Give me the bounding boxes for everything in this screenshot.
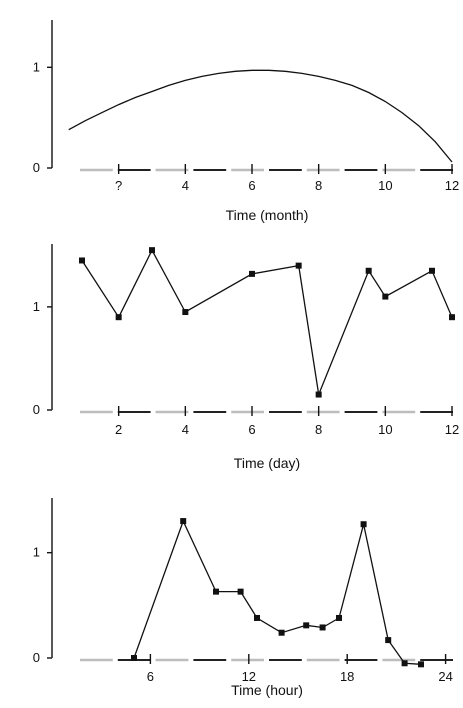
data-point — [303, 622, 310, 629]
data-point — [429, 267, 435, 274]
y-tick-label: 1 — [33, 59, 40, 74]
x-tick-label: 18 — [340, 669, 354, 684]
data-point — [295, 262, 302, 269]
x-tick-label: 6 — [147, 669, 154, 684]
data-point — [131, 655, 137, 661]
data-point — [278, 629, 285, 636]
data-point — [237, 588, 244, 595]
data-point — [360, 521, 367, 528]
data-point — [319, 624, 326, 631]
data-point — [401, 660, 408, 667]
data-point — [254, 614, 260, 621]
y-tick-label: 1 — [33, 299, 40, 314]
x-tick-label: 4 — [182, 422, 189, 437]
x-tick-label: 4 — [182, 178, 189, 193]
x-tick-label: 12 — [242, 669, 256, 684]
data-point — [418, 661, 424, 668]
x-tick-label: 24 — [438, 669, 452, 684]
data-point — [180, 518, 187, 525]
y-tick-label: 0 — [33, 160, 40, 175]
x-tick-label: 10 — [378, 178, 392, 193]
x-tick-label: 6 — [248, 178, 255, 193]
data-point — [149, 247, 155, 254]
panel-3: 0 1 6 12 18 24 Time (hour) — [33, 498, 453, 698]
x-tick-label: 12 — [445, 178, 459, 193]
data-point — [336, 614, 342, 621]
x-axis-label: Time (month) — [226, 207, 309, 223]
x-axis-label: Time (hour) — [231, 682, 303, 698]
x-tick-label: 6 — [248, 422, 255, 437]
data-point — [449, 314, 455, 321]
x-tick-label: 8 — [315, 422, 322, 437]
y-tick-label: 0 — [33, 650, 40, 665]
x-tick-label: 2 — [115, 422, 122, 437]
series-line — [133, 519, 422, 665]
x-tick-label: 8 — [315, 178, 322, 193]
x-tick-label: 10 — [378, 422, 392, 437]
x-axis-label: Time (day) — [234, 455, 300, 471]
panel-1: 0 1? 4 6 8 10 12 Time (month) — [33, 20, 459, 223]
data-point — [382, 293, 389, 300]
data-point — [79, 257, 85, 264]
data-point — [315, 391, 322, 398]
data-point — [249, 270, 255, 277]
data-point — [182, 309, 189, 316]
x-tick-label: 12 — [445, 422, 459, 437]
data-point — [365, 267, 372, 274]
series-line — [81, 248, 453, 397]
data-point — [385, 637, 392, 644]
data-point — [213, 588, 219, 595]
data-point — [115, 314, 122, 321]
x-tick-label: ? — [115, 178, 122, 193]
series-line — [68, 69, 453, 163]
y-tick-label: 1 — [33, 545, 40, 560]
y-tick-label: 0 — [33, 402, 40, 417]
